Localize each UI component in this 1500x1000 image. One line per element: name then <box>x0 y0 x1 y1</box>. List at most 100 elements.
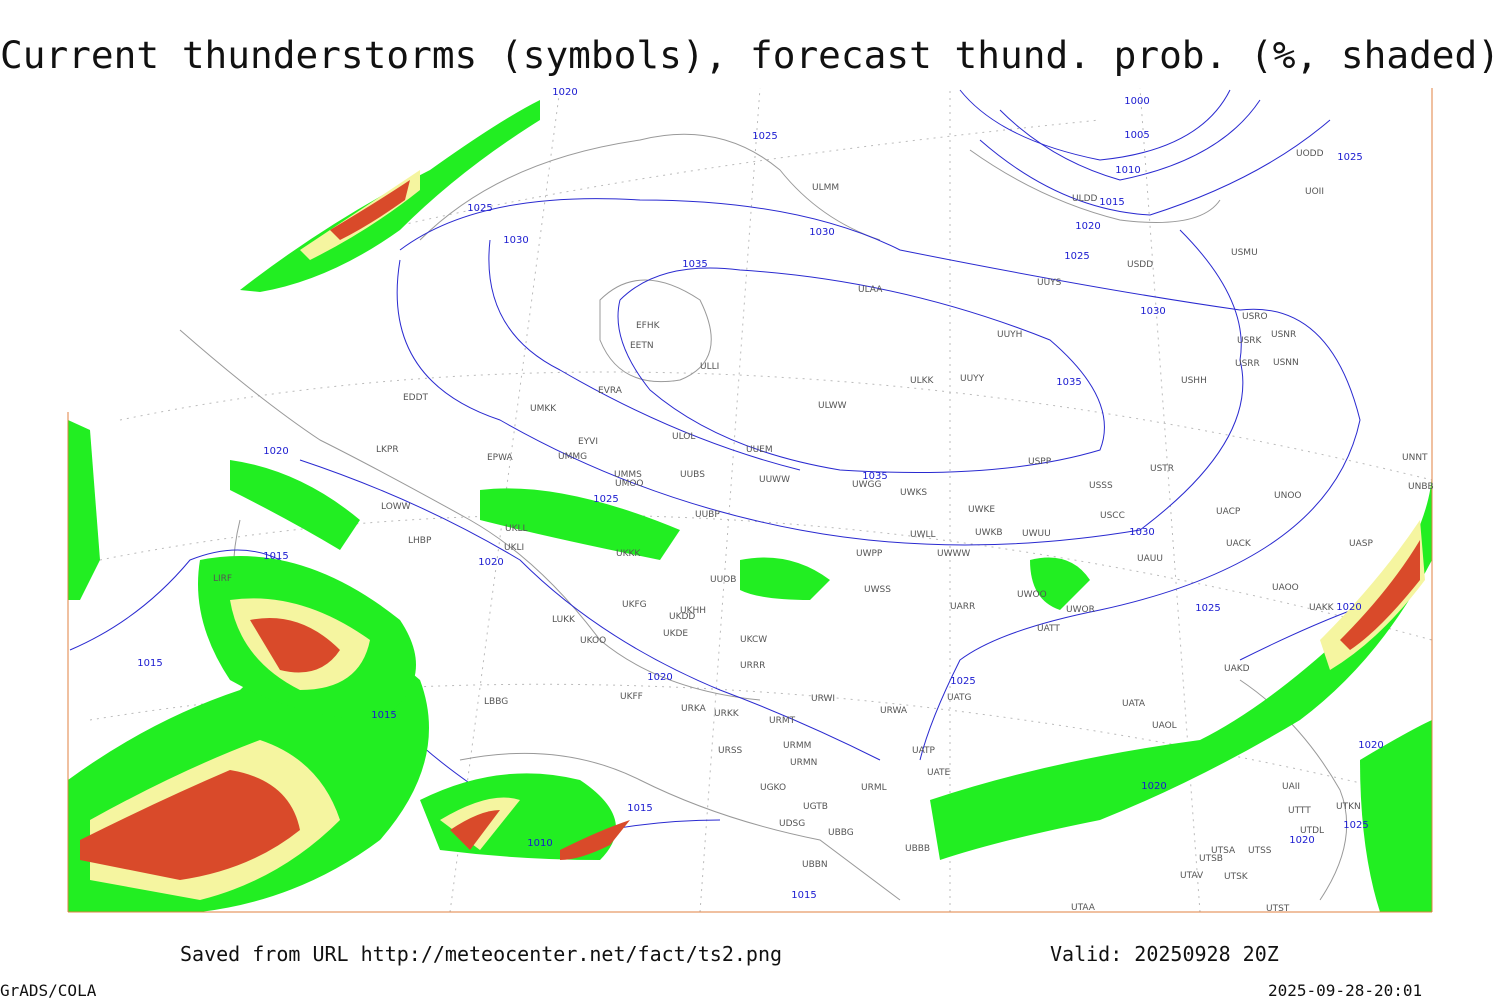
station-code: UDSG <box>779 819 805 829</box>
station-code: UAOO <box>1272 583 1299 593</box>
isobar-label: 1025 <box>1064 251 1089 262</box>
station-code: UTKN <box>1336 802 1361 812</box>
station-code: LKPR <box>376 445 399 455</box>
station-code: EPWA <box>487 453 514 463</box>
station-code: USMU <box>1231 248 1258 258</box>
isobar-label: 1025 <box>593 494 618 505</box>
isobar-label: 1005 <box>1124 130 1149 141</box>
station-code: LHBP <box>408 536 432 546</box>
station-code: EFHK <box>636 321 661 331</box>
station-code: UTAV <box>1180 871 1204 881</box>
station-code: UWPP <box>856 549 883 559</box>
station-code: UKDD <box>669 612 695 622</box>
station-code: UWLL <box>910 530 936 540</box>
isobar-label: 1025 <box>467 203 492 214</box>
station-code: UAUU <box>1137 554 1163 564</box>
station-code: USRK <box>1237 336 1263 346</box>
station-code: URMN <box>790 758 817 768</box>
station-code: URML <box>861 783 887 793</box>
station-code: ULKK <box>910 376 935 386</box>
station-code: URMT <box>769 716 796 726</box>
station-code: LUKK <box>552 615 576 625</box>
isobar-label: 1020 <box>647 672 672 683</box>
station-code: EYVI <box>578 437 598 447</box>
station-code: UGTB <box>803 802 828 812</box>
isobar-label: 1030 <box>1129 527 1154 538</box>
station-code: UATP <box>912 746 936 756</box>
station-code: UUOB <box>710 575 736 585</box>
isobar-label: 1015 <box>791 890 816 901</box>
isobar-label: 1015 <box>1099 197 1124 208</box>
station-code: UWSS <box>864 585 891 595</box>
isobar-label: 1020 <box>1075 221 1100 232</box>
station-code: UMKK <box>530 404 557 414</box>
station-code: ULLI <box>700 362 719 372</box>
station-code: UBBN <box>802 860 828 870</box>
station-code: URMM <box>783 741 811 751</box>
station-code: LBBG <box>484 697 508 707</box>
station-code: UTAA <box>1071 903 1096 913</box>
station-code: UKOO <box>580 636 606 646</box>
station-code: ULDD <box>1072 194 1098 204</box>
station-code: UATA <box>1122 699 1146 709</box>
map-title: Current thunderstorms (symbols), forecas… <box>0 34 1500 77</box>
footer-timestamp: 2025-09-28-20:01 <box>1268 981 1422 1000</box>
station-code: UWUU <box>1022 529 1051 539</box>
station-code: UKFG <box>622 600 647 610</box>
isobar-label: 1025 <box>752 131 777 142</box>
station-code: USTR <box>1150 464 1174 474</box>
station-code: EETN <box>630 341 654 351</box>
station-code: UAII <box>1282 782 1300 792</box>
station-code: USRR <box>1235 359 1260 369</box>
isobar-label: 1000 <box>1124 96 1149 107</box>
station-code: URWA <box>880 706 908 716</box>
station-code: UKKK <box>616 549 641 559</box>
station-code: URKA <box>681 704 707 714</box>
isobar-label: 1025 <box>1343 820 1368 831</box>
station-code: UWGG <box>852 480 881 490</box>
station-code: LOWW <box>381 502 411 512</box>
station-code: UAKK <box>1309 603 1335 613</box>
isobar-label: 1030 <box>1140 306 1165 317</box>
isobar-label: 1010 <box>527 838 552 849</box>
station-code: UKFF <box>620 692 643 702</box>
station-code: UNBB <box>1408 482 1434 492</box>
station-code: UUYS <box>1037 278 1062 288</box>
thunderstorm-probability-shading <box>68 100 1432 912</box>
map-labels: 1020 1025 1000 1005 1010 1015 1020 1025 1025 1025… <box>137 87 1433 914</box>
station-code: UWOO <box>1017 590 1047 600</box>
station-code: ULMM <box>812 183 839 193</box>
station-code: UWKS <box>900 488 927 498</box>
station-code: URWI <box>811 694 835 704</box>
footer-valid: Valid: 20250928 20Z <box>1050 942 1279 966</box>
station-code: UUBP <box>695 510 720 520</box>
station-code: USRO <box>1242 312 1268 322</box>
station-code: UBBG <box>828 828 854 838</box>
isobar-label: 1030 <box>503 235 528 246</box>
isobar-label: 1025 <box>950 676 975 687</box>
isobar-label: 1030 <box>809 227 834 238</box>
isobar-label: 1035 <box>1056 377 1081 388</box>
station-code: UKDE <box>663 629 688 639</box>
isobar-label: 1025 <box>1195 603 1220 614</box>
station-code: USNN <box>1273 358 1299 368</box>
map-area: 1020 1025 1000 1005 1010 1015 1020 1025 1025 1025… <box>67 87 1434 914</box>
station-code: UMOO <box>615 479 644 489</box>
station-code: UWOR <box>1066 605 1095 615</box>
station-code: UUEM <box>746 445 773 455</box>
isobar-label: 1020 <box>1358 740 1383 751</box>
station-code: UUWW <box>759 475 790 485</box>
station-code: UATE <box>927 768 951 778</box>
station-code: UAOL <box>1152 721 1177 731</box>
isobar-label: 1020 <box>263 446 288 457</box>
station-code: UGKO <box>760 783 786 793</box>
station-code: ULOL <box>672 432 695 442</box>
isobar-label: 1025 <box>1337 152 1362 163</box>
station-code: UUYH <box>997 330 1022 340</box>
station-code: URSS <box>718 746 743 756</box>
station-code: USPP <box>1028 457 1052 467</box>
station-code: UTDL <box>1300 826 1324 836</box>
station-code: UATG <box>947 693 972 703</box>
isobar-label: 1010 <box>1115 165 1140 176</box>
station-code: URRR <box>740 661 765 671</box>
